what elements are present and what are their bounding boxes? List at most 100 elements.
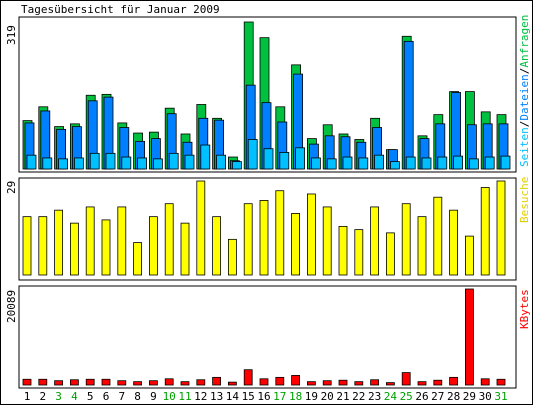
legend-pages: Seiten [518,127,531,167]
bar-kbytes-day-1 [22,378,32,386]
chart-marks: 1 2 3 4 5 6 7 8 9 10 11 12 13 14 15 16 17 18 19 20 21 22 23 24 2… [22,21,511,403]
bar-pages-day-31 [500,155,511,170]
day-label-29: 29 [463,390,476,403]
bar-visits-day-7 [117,206,127,276]
bar-pages-day-4 [74,157,84,170]
bar-kbytes-day-6 [101,378,111,386]
bar-pages-day-5 [89,152,100,170]
day-label-5: 5 [87,390,94,403]
bar-visits-day-1 [22,216,32,276]
bar-kbytes-day-2 [38,378,48,386]
bar-pages-day-2 [42,157,53,170]
bar-visits-day-16 [259,200,269,276]
bar-kbytes-day-15 [243,369,253,386]
legend-sep-1: / [518,121,531,128]
day-label-19: 19 [305,390,318,403]
bar-visits-day-28 [449,209,459,276]
day-label-22: 22 [352,390,365,403]
bar-pages-day-19 [310,157,321,170]
bar-visits-day-6 [101,219,111,276]
middle-y-max-label: 29 [5,181,18,194]
top-y-max-label: 319 [5,25,18,45]
bar-kbytes-day-9 [148,380,158,386]
day-label-12: 12 [194,390,207,403]
bar-pages-day-14 [231,161,242,170]
bar-visits-day-12 [196,180,206,276]
bar-pages-day-15 [247,139,258,170]
legend-hits: Anfragen [518,15,531,68]
bar-pages-day-24 [389,161,400,170]
bar-kbytes-day-25 [401,372,411,386]
bar-kbytes-day-18 [291,375,301,386]
day-label-2: 2 [39,390,46,403]
bar-visits-day-11 [180,222,190,276]
bar-visits-day-19 [306,193,316,276]
day-label-6: 6 [103,390,110,403]
bar-pages-day-1 [26,154,37,170]
day-label-16: 16 [257,390,270,403]
bar-pages-day-30 [484,156,495,170]
day-label-14: 14 [226,390,240,403]
day-label-11: 11 [178,390,191,403]
top-legend: Seiten/Dateien/Anfragen [518,15,531,167]
legend-kbytes: KBytes [518,289,531,329]
day-label-18: 18 [289,390,302,403]
bar-visits-day-22 [354,229,364,276]
day-label-10: 10 [163,390,176,403]
day-label-7: 7 [118,390,125,403]
bar-visits-day-30 [480,187,490,276]
day-label-13: 13 [210,390,223,403]
bar-pages-day-6 [105,152,116,170]
bar-visits-day-21 [338,225,348,276]
bar-kbytes-day-28 [449,376,459,386]
bar-pages-day-29 [468,158,479,170]
bar-kbytes-day-30 [480,378,490,386]
bar-visits-day-3 [54,209,63,276]
bar-kbytes-day-4 [70,379,79,386]
bar-kbytes-day-16 [259,378,269,386]
bar-pages-day-20 [326,158,337,170]
day-label-23: 23 [368,390,381,403]
bar-kbytes-day-23 [370,379,380,386]
bottom-y-max-label: 20089 [5,290,18,323]
day-label-4: 4 [71,390,78,403]
bar-pages-day-17 [279,152,290,170]
bar-kbytes-day-11 [180,381,190,386]
bar-kbytes-day-27 [433,379,443,386]
bar-visits-day-29 [464,235,474,276]
bar-kbytes-day-21 [338,379,348,386]
bar-visits-day-18 [291,213,301,276]
bar-pages-day-23 [374,154,385,170]
bar-pages-day-3 [58,158,68,170]
day-label-21: 21 [336,390,349,403]
bar-kbytes-day-22 [354,381,364,386]
bar-pages-day-13 [216,154,227,170]
bar-kbytes-day-24 [385,382,395,386]
bar-kbytes-day-17 [275,376,285,386]
day-label-1: 1 [24,390,31,403]
bar-pages-day-16 [263,148,274,170]
bar-pages-day-8 [137,157,148,170]
bar-visits-day-20 [322,206,332,276]
bar-visits-day-17 [275,190,285,276]
bar-kbytes-day-5 [85,378,95,386]
bar-pages-day-10 [168,152,179,170]
day-label-28: 28 [447,390,460,403]
bar-kbytes-day-31 [496,378,506,386]
bar-kbytes-day-14 [227,381,237,386]
day-label-9: 9 [150,390,157,403]
bar-visits-day-27 [433,196,443,276]
bar-pages-day-7 [121,156,132,170]
bar-pages-day-27 [437,156,448,170]
day-label-31: 31 [494,390,507,403]
day-label-30: 30 [479,390,492,403]
bar-kbytes-day-7 [117,380,127,386]
day-label-25: 25 [400,390,413,403]
legend-sep-2: / [518,68,531,75]
bar-visits-day-15 [243,203,253,276]
legend-files: Dateien [518,74,531,120]
bar-pages-day-26 [421,157,432,170]
bar-kbytes-day-19 [306,381,316,386]
day-label-17: 17 [273,390,286,403]
